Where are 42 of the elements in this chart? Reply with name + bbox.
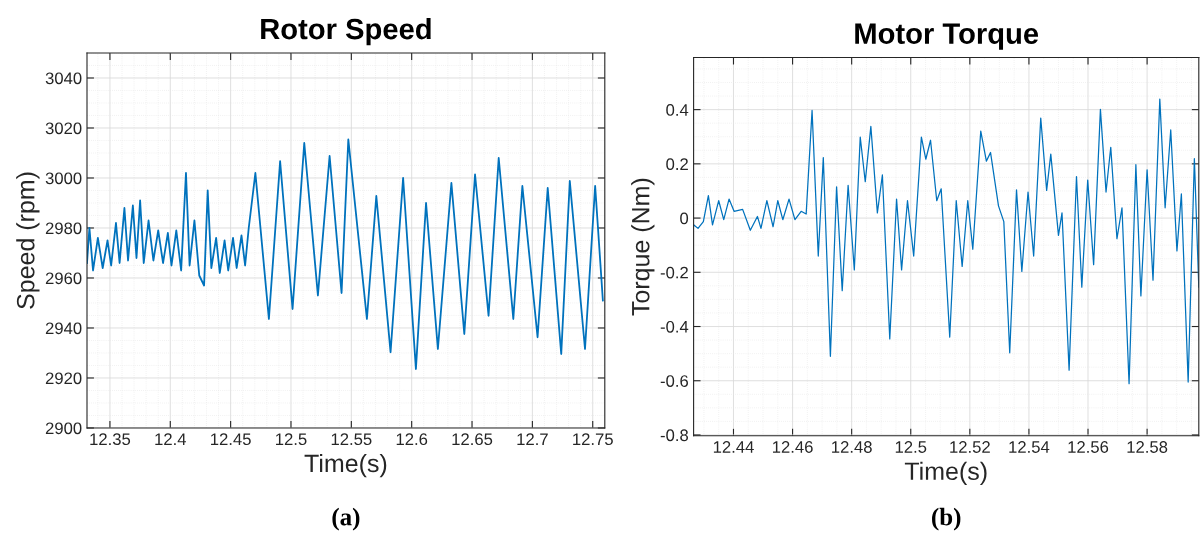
x-tick-label: 12.6 <box>396 433 428 446</box>
y-tick-label: -0.2 <box>660 266 688 279</box>
x-tick-label: 12.58 <box>1127 441 1168 453</box>
x-tick-label: 12.46 <box>772 441 813 453</box>
text: (b) <box>932 507 961 531</box>
x-tick-label: 12.5 <box>895 441 927 453</box>
line-series <box>693 98 1199 385</box>
line-series <box>87 138 604 370</box>
x-tick-label: 12.48 <box>832 441 872 453</box>
x-tick-label: 12.52 <box>950 441 990 453</box>
y-tick-label: 3000 <box>45 172 82 185</box>
y-tick-label: 2980 <box>45 222 82 235</box>
x-tick-label: 12.65 <box>452 433 493 446</box>
y-tick-label: 3040 <box>45 72 82 85</box>
text: (a) <box>332 507 360 531</box>
x-tick-label: 12.75 <box>573 433 613 446</box>
x-tick-label: 12.44 <box>713 441 754 453</box>
y-tick-label: 0 <box>680 212 689 225</box>
y-tick-label: -0.4 <box>660 320 689 333</box>
y-tick-label: 2900 <box>45 422 82 435</box>
y-tick-label: 0.2 <box>666 158 688 171</box>
x-axis-title: Time(s) <box>904 461 987 486</box>
y-tick-label: -0.6 <box>660 375 689 387</box>
x-tick-label: 12.5 <box>276 433 307 446</box>
y-tick-label: 2940 <box>45 322 82 335</box>
x-tick-label: 12.45 <box>211 433 251 446</box>
x-tick-label: 12.35 <box>90 433 131 446</box>
x-tick-label: 12.7 <box>517 433 548 445</box>
y-tick-label: -0.8 <box>660 429 689 442</box>
x-tick-label: 12.55 <box>331 433 372 446</box>
x-tick-label: 12.56 <box>1068 441 1109 453</box>
y-tick-label: 0.4 <box>666 104 689 116</box>
y-tick-label: 3020 <box>45 122 82 135</box>
chart-title: Motor Torque <box>855 23 1039 50</box>
chart-title: Rotor Speed <box>261 17 431 46</box>
x-axis-title: Time(s) <box>304 453 387 478</box>
x-tick-label: 12.4 <box>155 433 187 445</box>
y-tick-label: 2920 <box>45 372 82 385</box>
x-tick-label: 12.54 <box>1009 441 1050 453</box>
y-axis-title: Torque (Nm) <box>631 178 655 316</box>
y-tick-label: 2960 <box>45 272 82 285</box>
y-axis-title: Speed (rpm) <box>16 172 40 309</box>
